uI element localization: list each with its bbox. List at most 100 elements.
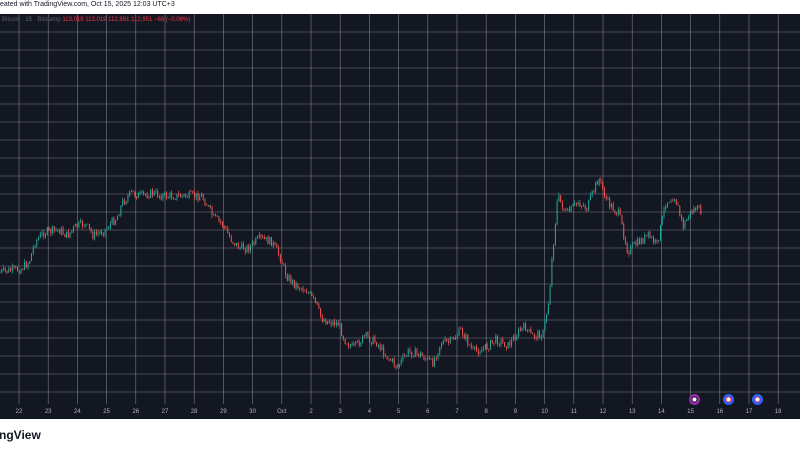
candle-body [199,196,201,201]
candle-body [528,329,530,330]
event-marker-icon[interactable] [689,394,700,405]
candle-body [391,358,393,361]
candle-body [551,259,553,287]
candle-body [24,261,26,270]
candle-body [272,242,274,247]
candle-body [425,359,427,360]
candle-body [353,343,355,345]
price-chart[interactable]: 22 23 24 25 26 27 28 29 30 Oct 2 3 4 5 6 7 8 9 10 11 12 13 14 1… [0,14,800,419]
candle-body [66,231,68,238]
candle-body [384,356,386,357]
candle-body [46,227,48,235]
candle-body [412,356,414,358]
candle-body [435,357,437,359]
candle-body [626,243,628,253]
candle-body [602,181,604,189]
chart-legend: Bitcoin · 15 · Bitstamp 113,019 113,019 … [2,17,190,23]
candle-body [15,266,17,268]
candle-body [544,321,546,331]
candle-body [630,245,632,254]
candle-body [442,341,444,345]
candle-body [227,228,229,234]
candle-body [62,228,64,235]
candle-body [335,322,337,326]
candle-body [481,349,483,353]
candle-body [504,342,506,347]
candle-body [10,268,12,272]
candle-body [363,335,365,337]
candle-body [465,335,467,339]
legend-ohlc: 113,019 113,019 112,891 112,951 −68 (−0.… [62,17,191,23]
candle-body [137,192,139,199]
candle-body [11,266,13,272]
candle-body [251,241,253,246]
candle-body [553,244,555,260]
candle-body [540,336,542,339]
candle-body [186,196,188,198]
candle-body [397,366,399,368]
candle-body [356,340,358,342]
candle-body [123,199,125,204]
candle-body [74,223,76,227]
candle-body [584,205,586,209]
candle-body [332,321,334,325]
candle-body [372,336,374,344]
candle-body [257,236,259,239]
x-axis-tick-label: 6 [426,409,430,415]
candle-body [674,199,676,202]
event-marker-icon[interactable] [723,394,734,405]
candle-body [1,269,3,273]
chart-canvas[interactable]: 22 23 24 25 26 27 28 29 30 Oct 2 3 4 5 6 7 8 9 10 11 12 13 14 1… [0,14,800,419]
candle-body [160,195,162,200]
candle-body [167,197,169,199]
event-marker-icon[interactable] [752,394,763,405]
candle-body [260,234,262,237]
candle-body [209,205,211,208]
x-axis-tick-label: 12 [600,409,607,415]
candle-body [656,239,658,242]
candle-body [230,236,232,242]
candle-body [607,198,609,200]
candle-body [53,226,55,230]
candle-body [85,223,87,226]
candle-body [127,195,129,202]
chart-caption-bar: eated with TradingView.com, Oct 15, 2025… [0,0,800,14]
candle-body [158,195,160,198]
candle-body [405,355,407,357]
candle-body [143,191,145,194]
candle-body [395,365,397,368]
candle-body [362,335,364,343]
candle-body [377,344,379,347]
candle-body [48,227,50,229]
candle-body [176,193,178,200]
candle-body [696,205,698,211]
candle-body [416,348,418,354]
candle-body [642,238,644,244]
candle-body [682,218,684,229]
candle-body [561,201,563,209]
candle-body [374,336,376,343]
x-axis-tick-label: 11 [571,409,578,415]
x-axis-tick-label: 24 [74,409,81,415]
x-axis-tick-label: 8 [485,409,489,415]
candle-body [672,200,674,202]
candle-body [651,237,653,238]
candle-body [262,236,264,238]
candle-body [150,189,152,198]
candle-body [41,232,43,234]
candle-body [83,225,85,227]
candle-body [80,220,82,223]
candle-body [449,337,451,343]
candle-body [225,227,227,229]
candle-body [92,231,94,239]
candle-body [484,344,486,349]
candle-body [106,228,108,230]
candle-body [122,199,124,206]
candle-body [276,244,278,248]
candle-body [560,195,562,202]
candle-body [479,352,481,355]
candle-body [349,345,351,347]
candle-body [78,222,80,228]
candle-body [218,216,220,221]
candle-body [153,191,155,196]
